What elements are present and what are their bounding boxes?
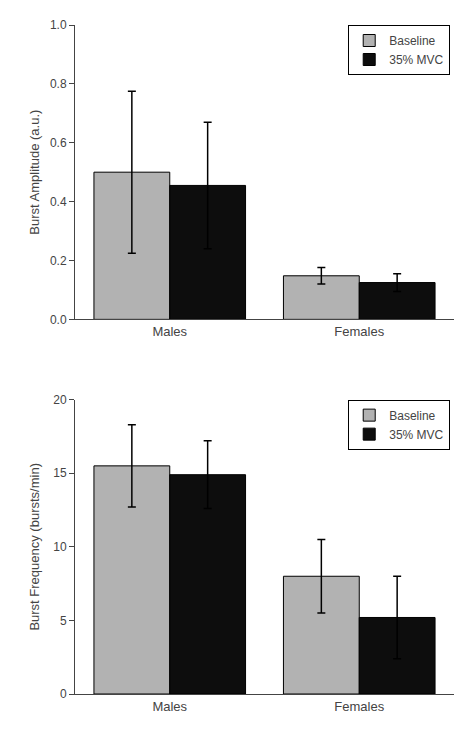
svg-text:Females: Females	[334, 324, 384, 339]
svg-text:0: 0	[60, 687, 67, 701]
svg-text:Males: Males	[152, 699, 187, 714]
svg-text:20: 20	[53, 393, 67, 407]
svg-text:15: 15	[53, 466, 67, 480]
svg-text:0.4: 0.4	[50, 195, 67, 209]
svg-text:Males: Males	[152, 324, 187, 339]
svg-text:Baseline: Baseline	[389, 34, 435, 48]
svg-text:Baseline: Baseline	[389, 409, 435, 423]
svg-text:5: 5	[60, 614, 67, 628]
svg-text:10: 10	[53, 540, 67, 554]
svg-text:0.2: 0.2	[50, 254, 67, 268]
svg-text:0.0: 0.0	[50, 313, 67, 327]
svg-text:0.6: 0.6	[50, 136, 67, 150]
svg-text:35% MVC: 35% MVC	[389, 53, 443, 67]
svg-text:1.0: 1.0	[50, 18, 67, 32]
svg-text:Burst Amplitude (a.u.): Burst Amplitude (a.u.)	[27, 110, 42, 235]
svg-text:0.8: 0.8	[50, 77, 67, 91]
svg-text:Females: Females	[334, 699, 384, 714]
svg-text:35% MVC: 35% MVC	[389, 428, 443, 442]
svg-text:Burst Frequency (bursts/min): Burst Frequency (bursts/min)	[27, 463, 42, 631]
